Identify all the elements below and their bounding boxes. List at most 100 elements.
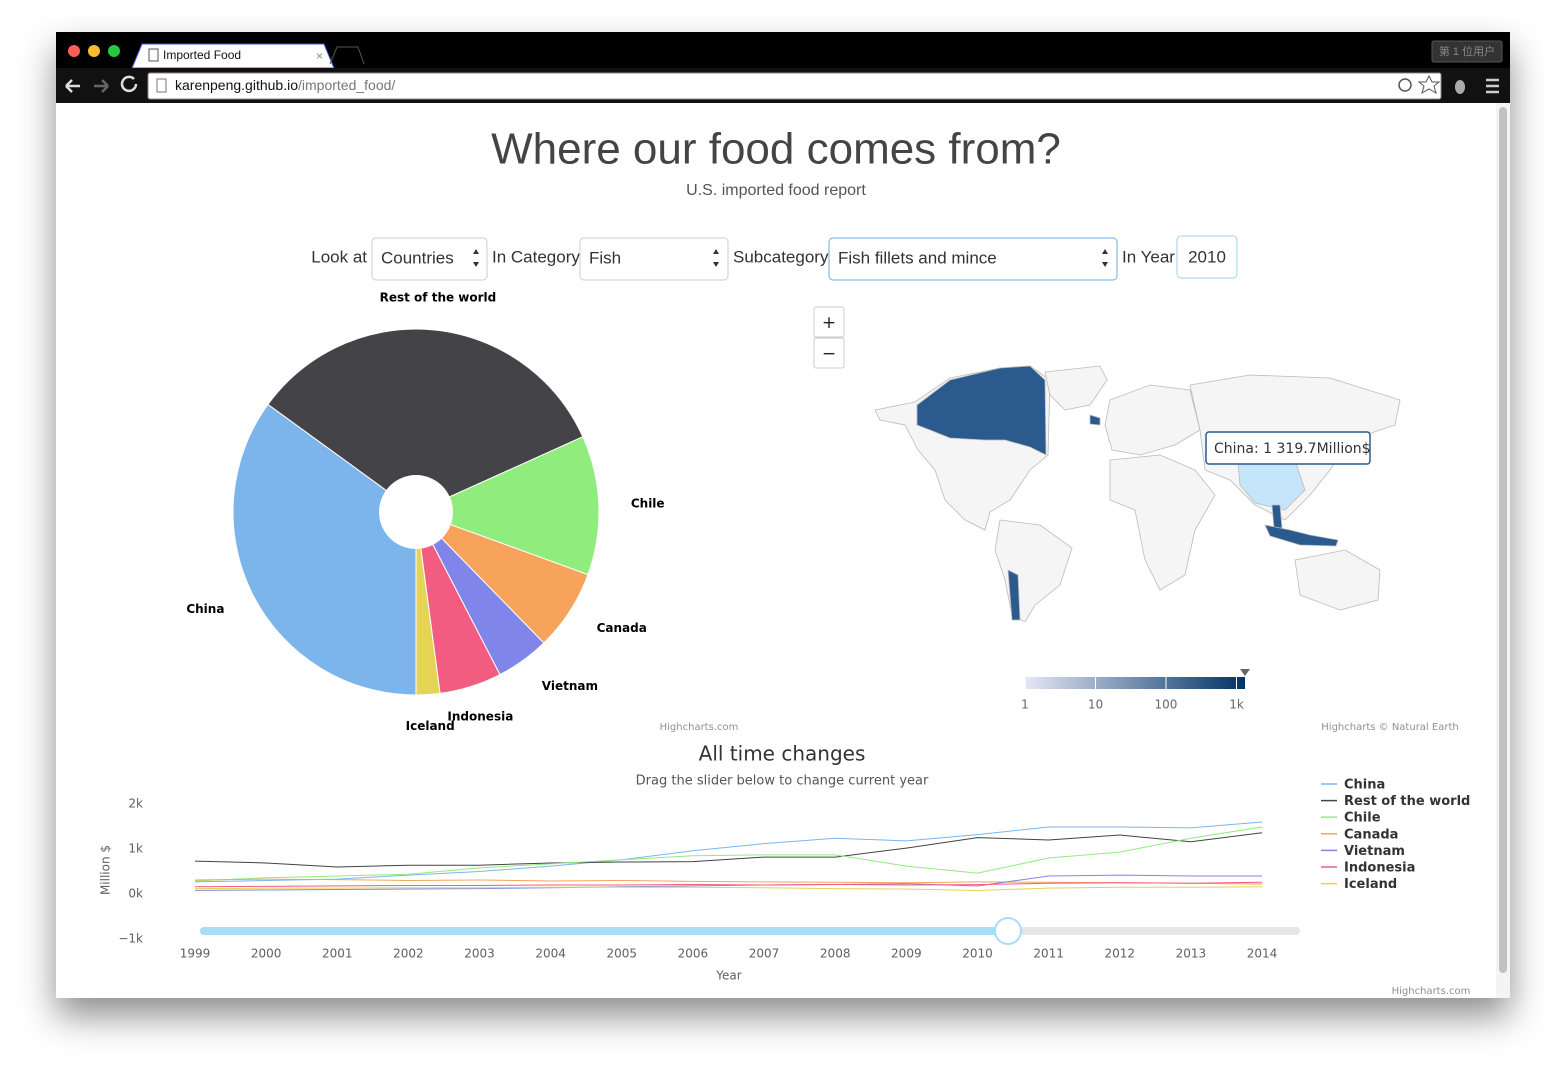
user-button-box[interactable] [1431,40,1503,63]
x-tick-label: 2014 [1247,947,1278,961]
control-label: In Category [492,247,580,266]
slider-fill [200,927,1008,935]
close-button[interactable] [68,45,80,57]
x-tick-label: 2009 [891,947,922,961]
controls: Look at Countries In Category Fish Subca… [311,235,1238,281]
pie-hole [379,475,453,549]
pie-slice [414,436,600,576]
bookmark-star[interactable] [1417,74,1441,95]
x-tick-label: 2010 [962,947,993,961]
reload-button[interactable] [120,75,138,93]
pie-slice [232,403,417,696]
user-button[interactable]: 第 1 位用户 [1439,44,1495,58]
credit: Highcharts.com [660,722,739,733]
minimize-button[interactable] [88,45,100,57]
pie-label: Chile [631,497,665,511]
url: karenpeng.github.io/imported_food/ [175,77,395,93]
address-bar[interactable] [147,72,1442,100]
pie-slice [267,328,584,513]
zoom-out-label: − [822,344,836,364]
x-tick-label: 2001 [322,947,353,961]
page-subtitle: U.S. imported food report [686,182,866,199]
indonesia [1264,524,1339,547]
legend-entry[interactable]: Iceland [1344,877,1397,892]
input-value: 2010 [1188,247,1226,266]
series-line [194,886,1263,891]
x-tick-label: 2013 [1176,947,1207,961]
chart-subtitle: Drag the slider below to change current … [636,774,929,789]
legend-entry[interactable]: China [1344,778,1385,793]
color-tick-label: 1k [1229,698,1244,712]
vietnam [1271,504,1283,529]
pie-label: China [186,602,224,616]
series-line [194,881,1263,888]
y-axis-title: Million $ [99,845,113,895]
series-line [194,874,1262,891]
select-arrows [1102,249,1108,267]
legend-entry[interactable]: Vietnam [1344,844,1405,859]
pie-label: Iceland [406,719,455,733]
url-path: /imported_food/ [298,77,395,93]
x-tick-label: 2000 [251,947,282,961]
legend-entry[interactable]: Canada [1344,827,1398,842]
maximize-button[interactable] [108,45,120,57]
legend-entry[interactable]: Chile [1344,811,1381,826]
slider-handle[interactable] [994,917,1022,945]
europe [1104,384,1201,456]
tab-title: Imported Food [163,48,241,62]
category-select[interactable] [579,237,729,281]
zoom-out-button[interactable] [813,337,845,369]
hover-marker [1239,669,1250,676]
series-line [194,832,1263,868]
select-arrows [473,249,479,267]
australia [1294,549,1381,611]
color-bar [1025,677,1245,689]
x-tick-label: 2004 [535,947,566,961]
tab-close[interactable]: × [316,49,323,63]
canada [916,365,1047,456]
year-input[interactable] [1176,235,1238,279]
extension-icon[interactable] [1455,80,1465,94]
x-tick-label: 2008 [820,947,851,961]
pie-label: Rest of the world [380,291,497,305]
url-host: karenpeng.github.io [175,77,298,93]
back-button[interactable] [65,79,80,93]
africa [1109,454,1216,591]
map-tooltip [1205,431,1371,465]
chart-title: All time changes [699,742,866,766]
select-value: Countries [381,248,454,267]
x-tick-label: 2002 [393,947,424,961]
y-tick-label: 2k [128,797,143,811]
scrollbar-thumb[interactable] [1499,107,1507,973]
select-value: Fish [589,248,621,267]
menu-button[interactable] [1486,78,1499,94]
look-at-select[interactable] [371,237,488,281]
control-label: Subcategory [733,247,829,266]
pie-label: Vietnam [542,679,598,693]
tab-icon [148,48,159,62]
x-tick-label: 2007 [749,947,780,961]
x-tick-label: 2006 [678,947,709,961]
control-label: In Year [1122,247,1175,266]
new-tab-button[interactable] [329,46,365,65]
credit: Highcharts © Natural Earth [1321,722,1458,733]
world-map [874,365,1401,623]
legend-entry[interactable]: Rest of the world [1344,794,1470,809]
legend-entry[interactable]: Indonesia [1344,861,1415,876]
forward-button[interactable] [94,79,109,93]
x-tick-label: 2012 [1104,947,1135,961]
subcategory-select[interactable] [828,237,1118,281]
control-label: Look at [311,247,367,266]
zoom-icon[interactable] [1398,78,1412,92]
x-tick-label: 2005 [607,947,638,961]
chile [1007,569,1021,621]
zoom-in-button[interactable] [813,306,845,338]
select-value: Fish fillets and mince [838,248,997,267]
x-tick-label: 2003 [464,947,495,961]
iceland [1089,414,1101,426]
color-tick-label: 10 [1088,698,1103,712]
pie-slice [415,511,441,696]
